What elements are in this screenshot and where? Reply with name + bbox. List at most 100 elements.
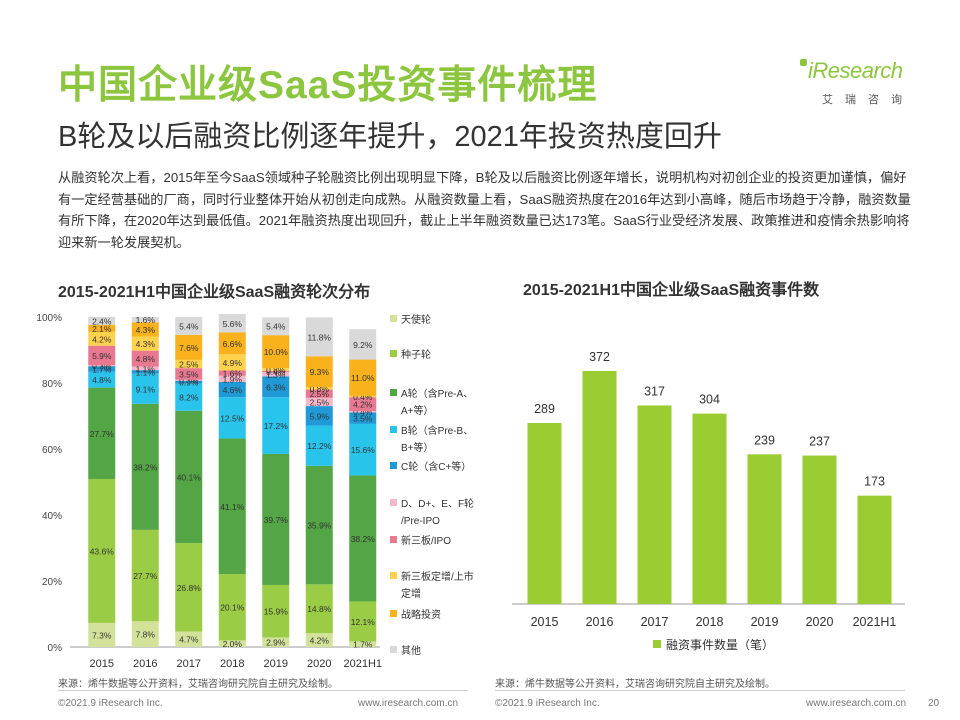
data-label: 4.9% — [223, 358, 243, 368]
legend-label: C轮（含C+等） — [401, 460, 471, 473]
data-label: 10.0% — [264, 347, 289, 357]
bar-segment — [218, 314, 246, 333]
data-label: 26.8% — [177, 583, 202, 593]
x-tick-label: 2021H1 — [343, 658, 382, 670]
data-label: 14.8% — [307, 604, 332, 614]
x-tick-label: 2015 — [90, 658, 114, 670]
bar-segment — [175, 317, 203, 335]
data-label: 2.5% — [179, 360, 199, 370]
legend-swatch — [390, 536, 397, 543]
y-tick-label: 60% — [42, 445, 62, 456]
bar-segment — [349, 412, 377, 424]
data-label: 5.6% — [223, 319, 243, 329]
bar-segment — [262, 397, 290, 454]
bar-segment — [262, 368, 290, 371]
data-label: 4.3% — [136, 325, 156, 335]
data-label: 5.4% — [266, 322, 286, 332]
data-label: 4.2% — [353, 400, 373, 410]
legend-label: 其他 — [401, 644, 421, 657]
data-label: 4.6% — [223, 385, 243, 395]
data-label: 4.3% — [136, 339, 156, 349]
legend-swatch — [390, 350, 397, 357]
bar-segment — [131, 621, 159, 647]
legend-label: 种子轮 — [401, 348, 431, 361]
legend-label-line: 天使轮 — [401, 313, 431, 326]
bar-segment — [175, 359, 203, 369]
bar-segment — [305, 584, 333, 634]
legend-label: 融资事件数量（笔） — [666, 637, 774, 652]
bar-segment — [349, 395, 377, 398]
bar-segment — [262, 453, 290, 585]
bar-segment — [88, 371, 116, 388]
legend-label: 新三板/IPO — [401, 534, 451, 547]
data-label: 5.4% — [179, 321, 199, 331]
legend-label-line: 定增 — [401, 587, 421, 600]
bar-segment — [305, 386, 333, 390]
bar-segment — [175, 383, 203, 411]
page-number: 20 — [928, 698, 940, 709]
bar-segment — [218, 375, 246, 383]
bar-segment — [262, 372, 290, 377]
data-label: 12.5% — [220, 413, 245, 423]
bar-segment — [175, 543, 203, 632]
data-label: 38.2% — [351, 534, 376, 544]
legend-label-line: 新三板/IPO — [401, 534, 451, 547]
logo-dot-icon — [800, 59, 807, 66]
data-label: 40.1% — [177, 472, 202, 482]
y-tick-label: 40% — [42, 511, 62, 522]
bar-segment — [349, 359, 377, 396]
legend-label-line: 战略投资 — [401, 608, 441, 621]
data-label: 4.2% — [310, 636, 330, 646]
data-label: 4.8% — [136, 354, 156, 364]
y-tick-label: 100% — [36, 313, 62, 324]
data-label: 0.9% — [179, 378, 199, 388]
bar-segment — [305, 425, 333, 466]
data-label: 8.2% — [179, 393, 199, 403]
x-tick-label: 2019 — [264, 658, 288, 670]
data-label: 317 — [644, 384, 665, 398]
logo-brand-text: iResearch — [808, 58, 903, 83]
data-label: 1.1% — [136, 367, 156, 377]
bar-segment — [349, 411, 377, 413]
bar-segment — [88, 479, 116, 623]
bar-segment — [88, 345, 116, 366]
bar-segment — [218, 370, 246, 376]
x-tick-label: 2018 — [220, 658, 244, 670]
chart2-title: 2015-2021H1中国企业级SaaS融资事件数 — [523, 282, 820, 299]
data-label: 0.4% — [353, 392, 373, 402]
data-label: 11.8% — [308, 332, 332, 342]
bar-segment — [175, 380, 203, 384]
data-label: 2.5% — [310, 389, 330, 399]
site-url-left: www.iresearch.com.cn — [358, 698, 459, 709]
data-label: 27.7% — [133, 571, 158, 581]
legend-swatch — [390, 646, 397, 653]
data-label: 289 — [534, 402, 555, 416]
bar-segment — [131, 403, 159, 530]
y-tick-label: 80% — [42, 379, 62, 390]
data-label: 15.9% — [264, 607, 289, 617]
data-label: 9.2% — [353, 340, 373, 350]
legend-swatch — [390, 610, 397, 617]
data-label: 17.2% — [264, 421, 289, 431]
data-label: 0.4% — [266, 367, 286, 377]
data-label: 7.6% — [179, 343, 199, 353]
data-label: 0.3% — [179, 376, 199, 386]
bar-segment — [305, 317, 333, 357]
legend-label-line: 新三板定增/上市 — [401, 570, 474, 583]
data-label: 1.6% — [223, 369, 243, 379]
bar-segment — [218, 332, 246, 355]
data-label: 304 — [699, 393, 720, 407]
data-label: 2.0% — [223, 639, 243, 649]
bar-segment — [218, 438, 246, 575]
data-label: 15.6% — [351, 445, 376, 455]
bar-segment — [349, 397, 377, 412]
legend-swatch — [390, 426, 397, 433]
bar-segment — [88, 387, 116, 480]
data-label: 1.7% — [92, 364, 112, 374]
bar-segment — [131, 350, 159, 367]
data-label: 5.9% — [310, 411, 330, 421]
legend-swatch — [390, 499, 397, 506]
data-label: 39.7% — [264, 515, 289, 525]
legend-label-line: B轮（含Pre-B、 — [401, 424, 473, 437]
x-tick-label: 2021H1 — [853, 615, 897, 629]
